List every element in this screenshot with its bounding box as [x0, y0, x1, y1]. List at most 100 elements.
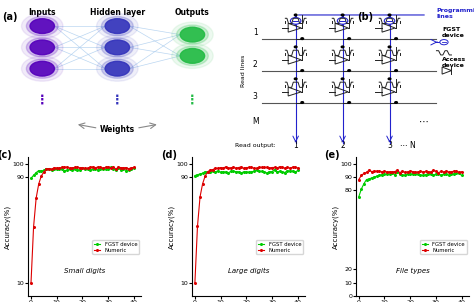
Circle shape — [395, 38, 397, 40]
Numeric — [244, 166, 249, 169]
FGST device — [103, 167, 109, 171]
Numeric — [259, 166, 264, 169]
Numeric — [110, 165, 116, 169]
FGST device — [376, 173, 382, 177]
Text: 1: 1 — [293, 141, 298, 150]
Numeric — [433, 169, 439, 173]
Numeric — [400, 169, 405, 173]
FGST device — [77, 168, 82, 172]
Text: 2: 2 — [253, 60, 258, 69]
Numeric — [274, 166, 280, 170]
Numeric — [262, 166, 267, 169]
FGST device — [46, 167, 52, 171]
Numeric — [394, 169, 400, 172]
FGST device — [358, 187, 364, 191]
Numeric — [28, 281, 34, 284]
Text: Small digits: Small digits — [64, 268, 106, 274]
FGST device — [384, 172, 390, 176]
FGST device — [80, 166, 85, 170]
Y-axis label: Accuracy(%): Accuracy(%) — [169, 204, 175, 249]
Line: Numeric: Numeric — [194, 166, 299, 284]
Numeric — [54, 166, 60, 170]
FGST device — [72, 167, 78, 171]
Circle shape — [180, 27, 205, 42]
FGST device — [433, 172, 439, 176]
FGST device — [126, 168, 131, 172]
FGST device — [292, 171, 298, 174]
FGST device — [382, 173, 387, 176]
Circle shape — [348, 70, 350, 71]
Text: FGST
device: FGST device — [442, 27, 465, 38]
Numeric — [410, 170, 416, 173]
Circle shape — [388, 78, 391, 80]
FGST device — [116, 166, 121, 170]
FGST device — [195, 173, 201, 176]
Text: Outputs: Outputs — [175, 8, 210, 17]
FGST device — [387, 173, 392, 176]
Circle shape — [101, 59, 133, 78]
Numeric — [287, 166, 293, 170]
Numeric — [74, 165, 80, 169]
FGST device — [425, 172, 431, 175]
Numeric — [80, 166, 85, 169]
FGST device — [123, 169, 129, 172]
Numeric — [202, 174, 208, 178]
FGST device — [215, 169, 221, 173]
Circle shape — [348, 102, 350, 103]
Numeric — [369, 170, 374, 173]
FGST device — [356, 195, 362, 198]
Numeric — [248, 165, 254, 169]
FGST device — [74, 168, 80, 172]
Circle shape — [395, 102, 397, 103]
Circle shape — [176, 46, 208, 66]
Numeric — [425, 170, 431, 173]
Numeric — [251, 166, 257, 170]
Numeric — [98, 165, 103, 169]
Numeric — [220, 166, 226, 170]
FGST device — [279, 170, 285, 173]
Text: Read lines: Read lines — [241, 54, 246, 87]
Numeric — [389, 170, 395, 174]
Numeric — [284, 165, 290, 169]
FGST device — [246, 170, 252, 174]
Circle shape — [21, 35, 63, 60]
Circle shape — [348, 38, 350, 40]
FGST device — [266, 170, 272, 173]
Text: (e): (e) — [325, 150, 340, 160]
Text: Inputs: Inputs — [28, 8, 56, 17]
FGST device — [441, 172, 447, 176]
Numeric — [205, 170, 210, 173]
Numeric — [436, 171, 441, 175]
Numeric — [438, 170, 444, 173]
FGST device — [210, 170, 216, 173]
Y-axis label: Accuracy(%): Accuracy(%) — [333, 204, 339, 249]
Numeric — [451, 169, 456, 173]
Circle shape — [294, 14, 297, 16]
FGST device — [272, 168, 277, 172]
Numeric — [49, 167, 55, 171]
Numeric — [415, 170, 421, 174]
Numeric — [459, 170, 465, 174]
Circle shape — [180, 49, 205, 63]
Numeric — [100, 166, 106, 170]
Numeric — [38, 174, 44, 178]
FGST device — [405, 172, 410, 176]
Numeric — [443, 169, 449, 173]
Numeric — [113, 167, 118, 171]
Numeric — [118, 166, 124, 169]
FGST device — [369, 176, 374, 180]
Numeric — [405, 170, 410, 174]
Numeric — [85, 166, 91, 170]
FGST device — [397, 172, 403, 175]
FGST device — [379, 173, 385, 176]
Numeric — [228, 166, 234, 170]
Numeric — [108, 166, 113, 169]
Line: Numeric: Numeric — [358, 169, 462, 180]
Numeric — [92, 166, 98, 169]
Numeric — [238, 165, 244, 169]
Numeric — [358, 174, 364, 177]
FGST device — [31, 173, 36, 177]
Text: M: M — [252, 117, 259, 126]
FGST device — [62, 169, 67, 172]
FGST device — [392, 173, 398, 176]
